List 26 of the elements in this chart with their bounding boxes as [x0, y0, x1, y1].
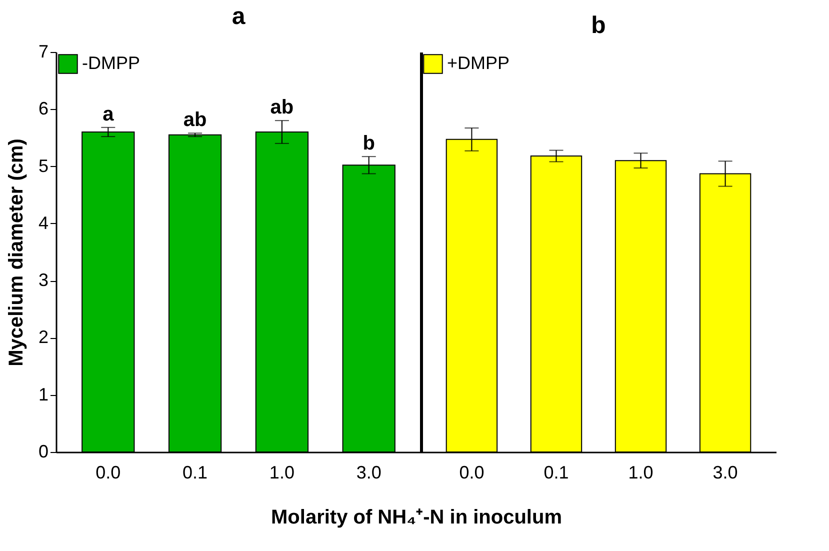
chart-title: b [591, 12, 606, 39]
annotation: ab [183, 109, 207, 132]
y-tick-label: 5 [38, 156, 48, 176]
legend-label: +DMPP [447, 53, 510, 73]
x-tick-label: 0.0 [459, 462, 484, 482]
x-tick-label: 0.1 [544, 462, 569, 482]
y-tick-label: 3 [38, 270, 48, 290]
y-tick-label: 4 [38, 212, 48, 233]
annotation: ab [270, 96, 294, 119]
y-tick-label: 7 [38, 42, 48, 62]
y-tick-label: 0 [38, 442, 48, 462]
x-tick-label: 0.0 [96, 462, 121, 482]
annotation: b [362, 132, 375, 155]
x-tick-label: 1.0 [269, 462, 294, 482]
x-tick-label: 1.0 [628, 462, 654, 482]
y-axis-title: Mycelium diameter (cm) [5, 138, 28, 366]
annotation: a [102, 103, 115, 126]
x-axis-title: Molarity of NH₄⁺-N in inoculum [271, 506, 562, 528]
chart-title: a [232, 3, 246, 30]
y-tick-label: 1 [38, 384, 48, 404]
x-tick-label: 0.1 [182, 462, 208, 482]
y-tick-label: 6 [38, 98, 48, 119]
y-tick-label: 2 [38, 327, 48, 348]
x-tick-label: 3.0 [356, 462, 382, 482]
legend-label: -DMPP [82, 53, 140, 73]
x-tick-label: 3.0 [712, 462, 738, 482]
